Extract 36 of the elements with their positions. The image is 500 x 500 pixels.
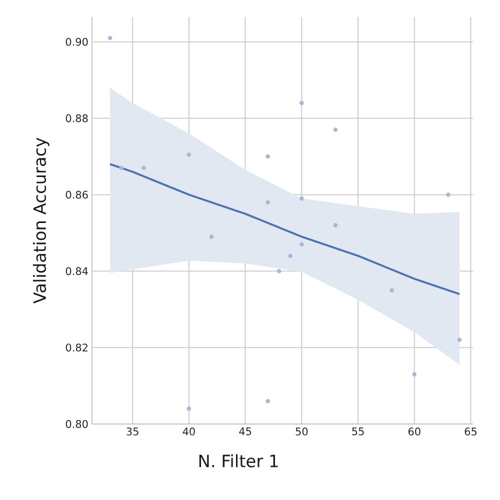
point	[390, 288, 394, 292]
x-tick-label: 40	[182, 428, 195, 436]
point	[333, 128, 338, 132]
point	[299, 196, 304, 201]
point	[209, 234, 214, 239]
x-tick-label: 60	[408, 428, 420, 436]
point	[299, 100, 304, 106]
point	[266, 154, 270, 159]
point	[276, 268, 282, 274]
x-tick-label: 45	[239, 428, 252, 436]
x-tick-label: 35	[126, 428, 138, 436]
point	[108, 36, 112, 40]
point	[266, 200, 270, 205]
x-tick-label: 55	[352, 428, 364, 436]
line-series	[109, 163, 460, 296]
point	[288, 254, 293, 258]
x-tick-label: 50	[296, 428, 308, 436]
point	[142, 166, 146, 170]
x-tick-label: 65	[464, 428, 476, 436]
y-tick-label: 0.86	[66, 190, 88, 199]
point	[446, 192, 450, 197]
point	[119, 166, 124, 170]
point	[412, 372, 417, 377]
y-tick-label: 0.82	[66, 344, 88, 352]
point	[266, 398, 270, 404]
point	[457, 338, 462, 342]
y-tick-label: 0.84	[66, 267, 88, 276]
point	[299, 242, 304, 247]
x-axis-title: N. Filter 1	[199, 454, 278, 468]
y-tick-label: 0.80	[66, 420, 88, 428]
y-axis-title: Validation Accuracy	[32, 138, 50, 304]
point	[186, 406, 192, 411]
point	[186, 152, 192, 157]
y-tick-label: 0.88	[66, 114, 88, 122]
point	[333, 223, 338, 228]
y-tick-label: 0.90	[66, 38, 88, 46]
